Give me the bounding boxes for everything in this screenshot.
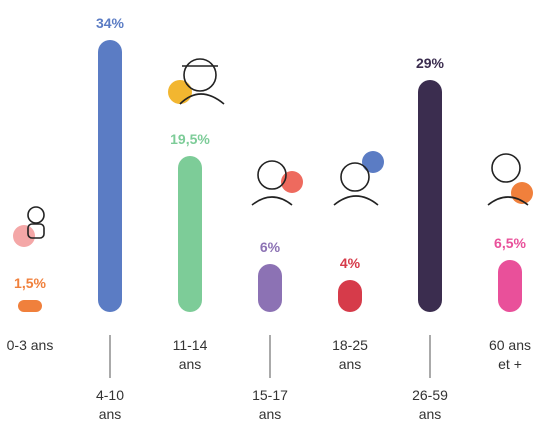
bar: [258, 264, 282, 312]
category-label: 60 ans et +: [484, 336, 536, 374]
value-label: 19,5%: [170, 131, 210, 147]
bar: [98, 40, 122, 312]
icons: [13, 59, 533, 247]
bar: [18, 300, 42, 312]
value-label: 1,5%: [14, 275, 46, 291]
category-label: 11-14 ans: [164, 336, 216, 374]
category-label: 0-3 ans: [4, 336, 56, 355]
value-label: 6%: [260, 239, 281, 255]
bar: [418, 80, 442, 312]
bar: [178, 156, 202, 312]
value-label: 4%: [340, 255, 361, 271]
value-label: 29%: [416, 55, 445, 71]
chart: 1,5%34%19,5%6%4%29%6,5% 0-3 ans4-10 ans1…: [0, 0, 543, 424]
value-label: 34%: [96, 15, 125, 31]
chart-svg: 1,5% 34% 19,5% 6% 4% 29% 6,5%: [0, 0, 543, 424]
bar: [498, 260, 522, 312]
category-label: 4-10 ans: [84, 386, 136, 424]
value-label: 6,5%: [494, 235, 526, 251]
bar: [338, 280, 362, 312]
category-label: 26-59 ans: [404, 386, 456, 424]
category-label: 15-17 ans: [244, 386, 296, 424]
category-label: 18-25 ans: [324, 336, 376, 374]
